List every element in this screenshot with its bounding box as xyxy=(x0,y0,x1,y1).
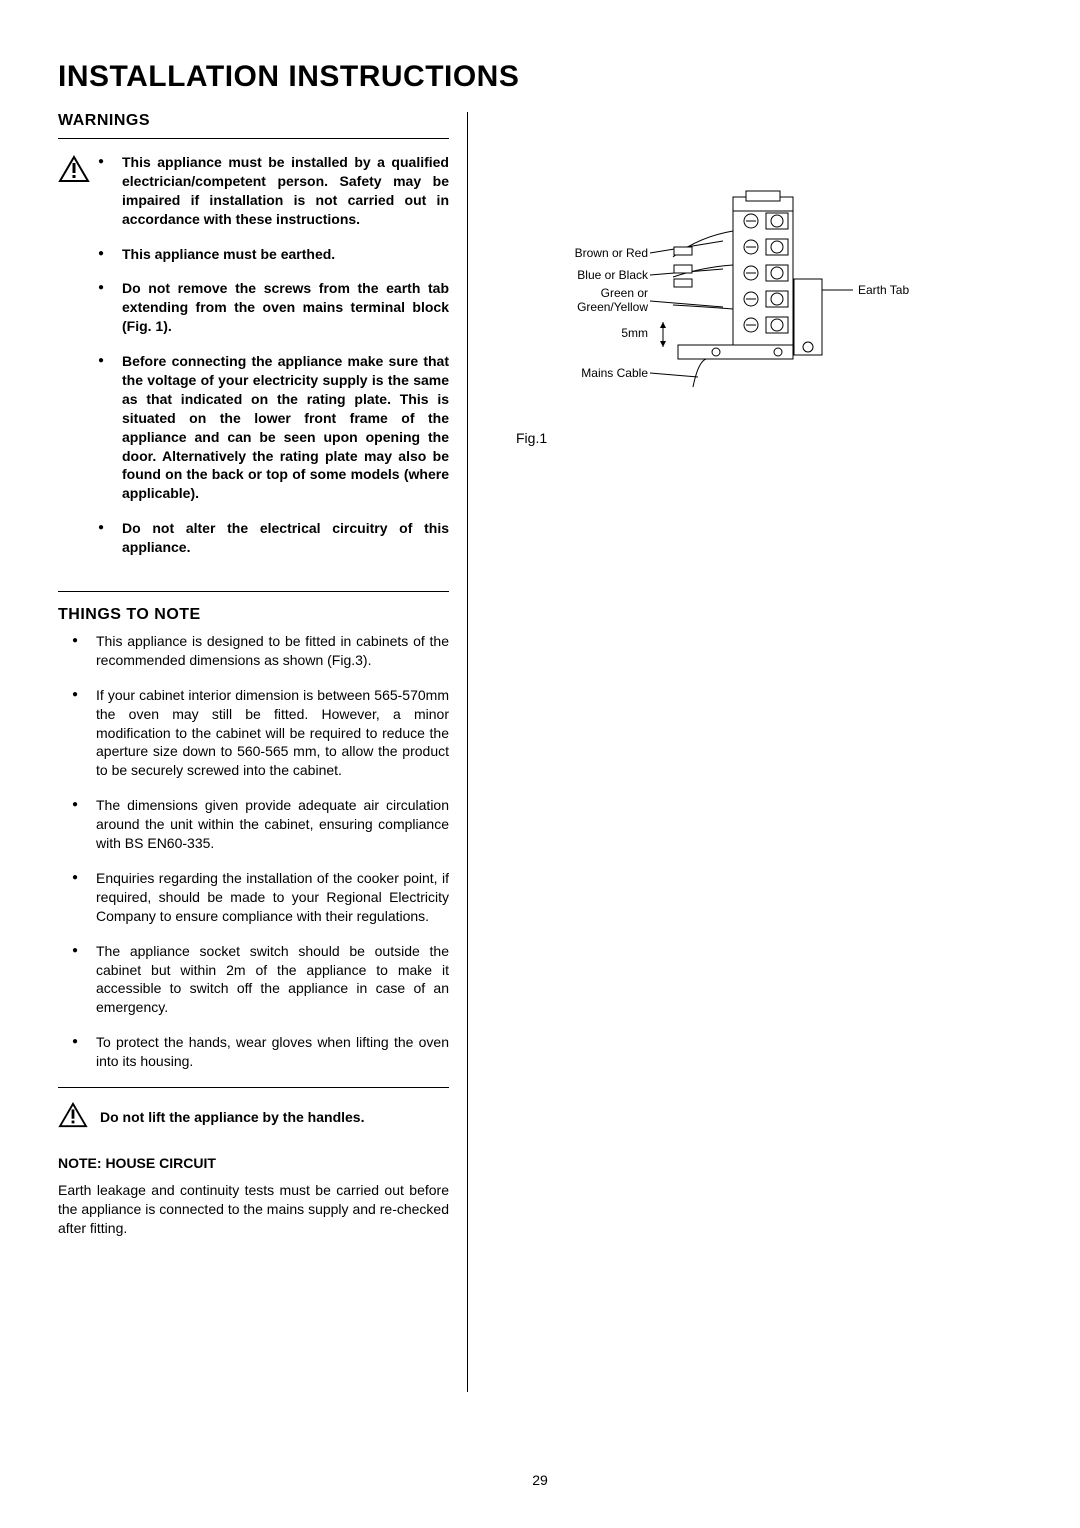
things-to-note-list: This appliance is designed to be fitted … xyxy=(58,632,449,1071)
figure-caption: Fig.1 xyxy=(516,430,1022,446)
note-item: To protect the hands, wear gloves when l… xyxy=(72,1033,449,1071)
label-5mm: 5mm xyxy=(621,326,648,340)
note-item: If your cabinet interior dimension is be… xyxy=(72,686,449,780)
warnings-block: This appliance must be installed by a qu… xyxy=(58,153,449,573)
warning-icon xyxy=(58,155,90,188)
page-title: INSTALLATION INSTRUCTIONS xyxy=(58,60,1022,94)
handles-warning: Do not lift the appliance by the handles… xyxy=(58,1102,449,1133)
warning-item: This appliance must be earthed. xyxy=(98,245,449,264)
house-circuit-body: Earth leakage and continuity tests must … xyxy=(58,1181,449,1238)
label-brown-red: Brown or Red xyxy=(575,246,648,260)
warning-item: This appliance must be installed by a qu… xyxy=(98,153,449,229)
label-green: Green or xyxy=(601,286,648,300)
divider xyxy=(58,1087,449,1088)
warnings-heading: WARNINGS xyxy=(58,112,449,130)
label-green-yellow: Green/Yellow xyxy=(577,300,648,314)
warning-item: Do not remove the screws from the earth … xyxy=(98,279,449,336)
divider xyxy=(58,138,449,139)
note-item: This appliance is designed to be fitted … xyxy=(72,632,449,670)
label-earth-tab: Earth Tab xyxy=(858,283,909,297)
note-item: The appliance socket switch should be ou… xyxy=(72,942,449,1018)
divider xyxy=(58,591,449,592)
note-item: Enquiries regarding the installation of … xyxy=(72,869,449,926)
warning-item: Do not alter the electrical circuitry of… xyxy=(98,519,449,557)
house-circuit-heading: NOTE: HOUSE CIRCUIT xyxy=(58,1155,449,1171)
label-blue-black: Blue or Black xyxy=(577,268,649,282)
label-mains-cable: Mains Cable xyxy=(581,366,648,380)
note-item: The dimensions given provide adequate ai… xyxy=(72,796,449,853)
warnings-list: This appliance must be installed by a qu… xyxy=(98,153,449,573)
content-columns: WARNINGS This appliance must be installe… xyxy=(58,112,1022,1392)
page-number: 29 xyxy=(0,1472,1080,1488)
warning-item: Before connecting the appliance make sur… xyxy=(98,352,449,503)
warning-icon xyxy=(58,1102,88,1133)
terminal-diagram: Brown or Red Blue or Black Green or Gree… xyxy=(498,187,958,417)
things-to-note-heading: THINGS TO NOTE xyxy=(58,606,449,624)
left-column: WARNINGS This appliance must be installe… xyxy=(58,112,468,1392)
handles-warning-text: Do not lift the appliance by the handles… xyxy=(100,1109,364,1125)
right-column: Brown or Red Blue or Black Green or Gree… xyxy=(498,112,1022,1392)
